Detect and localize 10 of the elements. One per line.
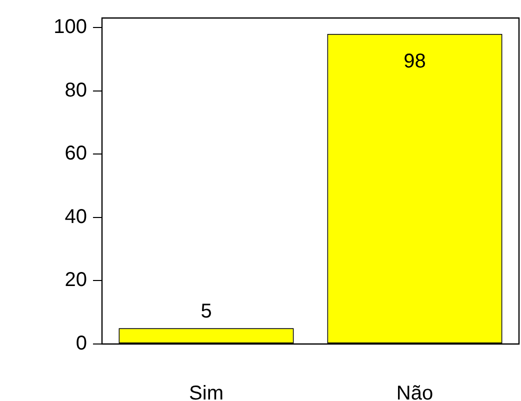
y-tick-label: 40 bbox=[64, 206, 87, 228]
y-tick-label: 0 bbox=[76, 332, 87, 355]
y-tick-label: 100 bbox=[54, 16, 87, 38]
data-label: 5 bbox=[200, 300, 212, 323]
x-tick-label: Não bbox=[396, 382, 434, 401]
y-tick-label: 60 bbox=[64, 142, 87, 165]
y-tick-label: 20 bbox=[64, 269, 87, 292]
x-tick-label: Sim bbox=[189, 382, 224, 401]
y-tick-label: 80 bbox=[64, 79, 87, 102]
data-label: 98 bbox=[404, 50, 426, 72]
